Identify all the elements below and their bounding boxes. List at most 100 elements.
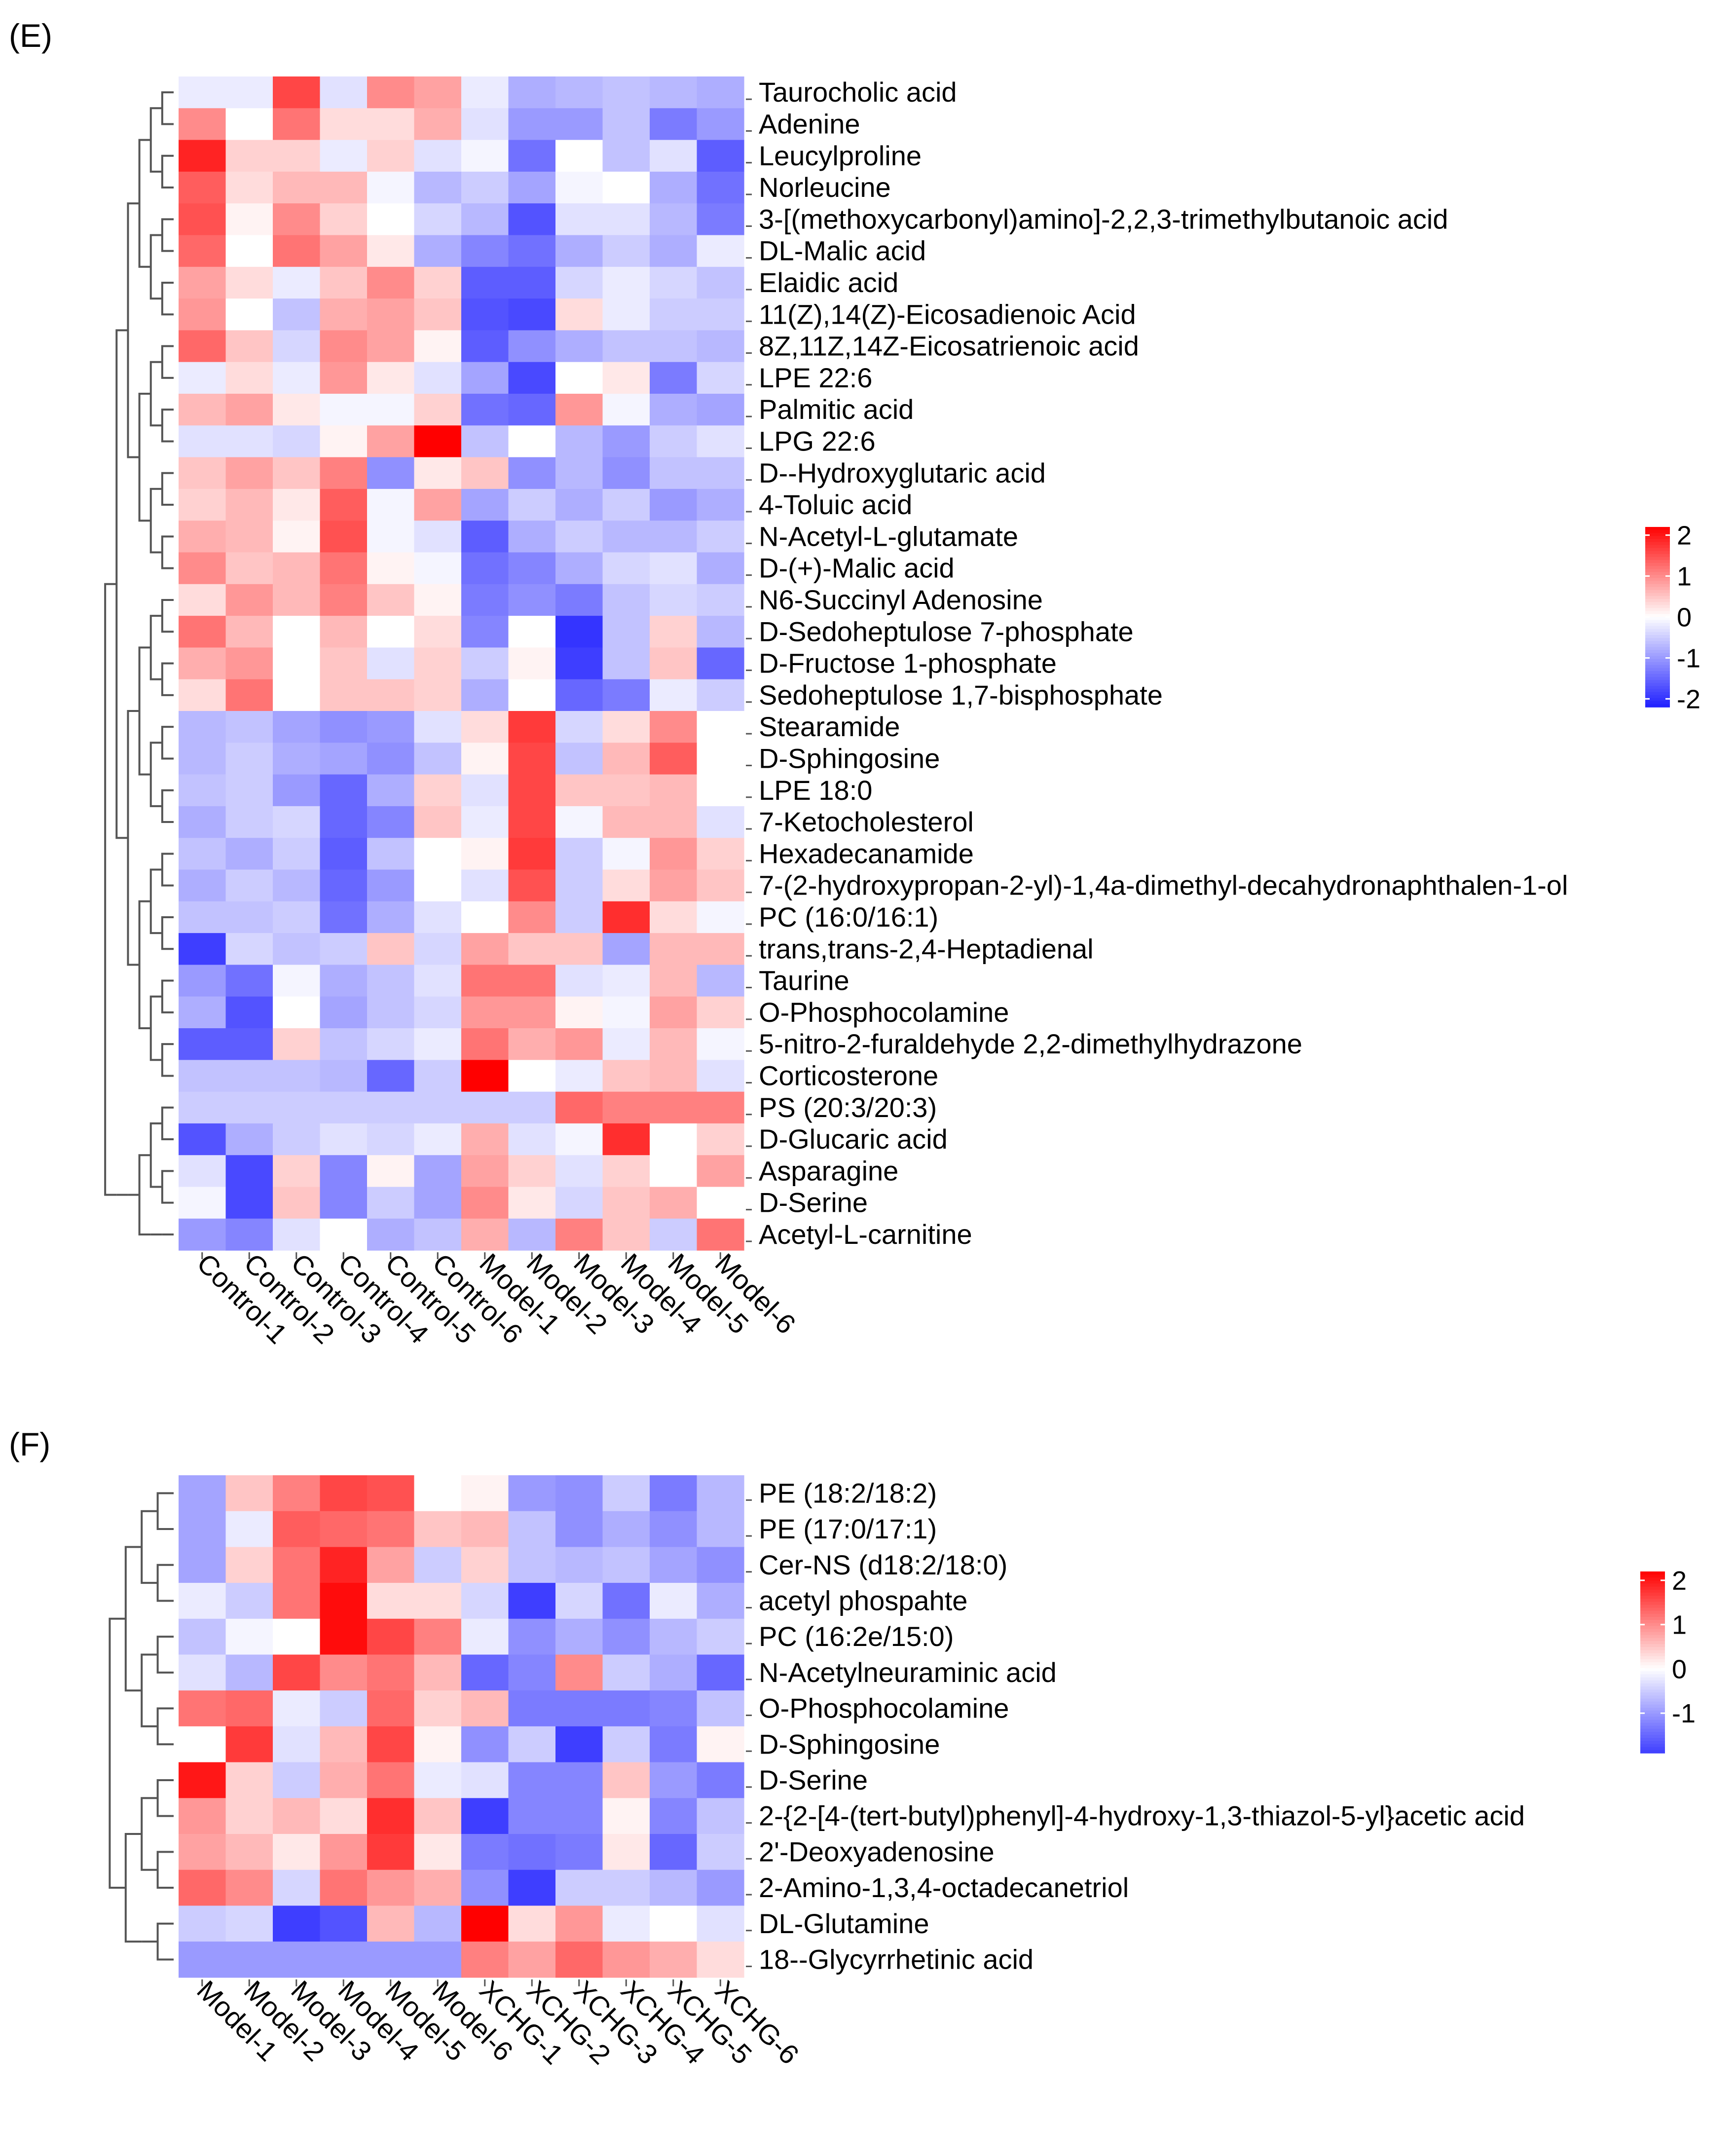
heatmap-cell — [225, 711, 273, 743]
heatmap-cell — [273, 901, 321, 934]
heatmap-cell — [320, 1060, 368, 1092]
legend-gradient-step — [1645, 632, 1670, 635]
legend-gradient-step — [1645, 572, 1670, 576]
heatmap-cell — [602, 1905, 650, 1942]
heatmap-cell — [555, 1654, 603, 1691]
row-label: O-Phosphocolamine — [759, 1693, 1009, 1724]
heatmap-cell — [320, 1726, 368, 1763]
heatmap-cell — [367, 1834, 415, 1870]
heatmap-cell — [461, 1726, 509, 1763]
row-label: Adenine — [759, 108, 860, 139]
heatmap-cell — [508, 362, 556, 394]
heatmap-cell — [602, 1654, 650, 1691]
legend-gradient-step — [1640, 1635, 1665, 1639]
heatmap-cell — [179, 965, 226, 997]
heatmap-cell — [225, 1547, 273, 1583]
heatmap-cell — [508, 1942, 556, 1978]
heatmap-cell — [461, 299, 509, 331]
heatmap-cell — [225, 330, 273, 363]
dendrogram-branch — [124, 1546, 142, 1692]
legend-gradient-step — [1640, 1613, 1665, 1617]
heatmap-cell — [320, 1475, 368, 1512]
row-label: Acetyl-L-carnitine — [759, 1219, 972, 1250]
heatmap-cell — [650, 806, 698, 838]
dendrogram-branch — [161, 853, 174, 887]
heatmap-cell — [367, 711, 415, 743]
heatmap-cell — [602, 1028, 650, 1060]
heatmap-cell — [697, 425, 744, 458]
heatmap-cell — [461, 806, 509, 838]
heatmap-cell — [273, 521, 321, 553]
heatmap-cell — [273, 647, 321, 680]
heatmap-cell — [273, 488, 321, 521]
heatmap-cell — [602, 266, 650, 299]
heatmap-cell — [320, 1618, 368, 1655]
heatmap-cell — [555, 76, 603, 109]
heatmap-cell — [367, 1798, 415, 1834]
heatmap-cell — [508, 584, 556, 616]
heatmap-cell — [650, 1583, 698, 1619]
heatmap-cell — [650, 584, 698, 616]
heatmap-cell — [414, 1511, 462, 1547]
heatmap-cell — [320, 1028, 368, 1060]
heatmap-cell — [650, 1798, 698, 1834]
heatmap-cell — [602, 711, 650, 743]
legend-gradient-step — [1640, 1592, 1665, 1596]
legend-gradient-step — [1640, 1586, 1665, 1590]
heatmap-cell — [320, 838, 368, 870]
row-label: D-Fructose 1-phosphate — [759, 648, 1057, 679]
heatmap-cell — [179, 171, 226, 204]
heatmap-cell — [367, 1060, 415, 1092]
legend-tick-label: 0 — [1677, 603, 1692, 633]
heatmap-cell — [367, 552, 415, 585]
heatmap-cell — [602, 1726, 650, 1763]
heatmap-cell — [273, 1123, 321, 1156]
heatmap-cell — [602, 299, 650, 331]
heatmap-cell — [508, 901, 556, 934]
heatmap-cell — [650, 1905, 698, 1942]
legend-tick-label: 1 — [1672, 1610, 1687, 1640]
heatmap-cell — [414, 806, 462, 838]
heatmap-cell — [461, 1583, 509, 1619]
heatmap-cell — [650, 203, 698, 236]
heatmap-cell — [555, 1905, 603, 1942]
heatmap-cell — [367, 1583, 415, 1619]
heatmap-cell — [414, 1762, 462, 1798]
heatmap-cell — [179, 774, 226, 807]
heatmap-cell — [650, 1547, 698, 1583]
legend-gradient-step — [1640, 1680, 1665, 1684]
heatmap-cell — [273, 235, 321, 267]
legend-gradient-step — [1640, 1641, 1665, 1644]
heatmap-cell — [461, 711, 509, 743]
heatmap-cell — [414, 838, 462, 870]
heatmap-cell — [508, 108, 556, 141]
legend-gradient-step — [1640, 1698, 1665, 1702]
heatmap-cell — [225, 647, 273, 680]
heatmap-cell — [320, 235, 368, 267]
heatmap-cell — [650, 1690, 698, 1727]
legend-gradient-step — [1640, 1747, 1665, 1751]
legend-gradient-step — [1645, 677, 1670, 681]
row-label: N-Acetylneuraminic acid — [759, 1657, 1057, 1688]
heatmap-cell — [697, 869, 744, 902]
heatmap-cell — [225, 1654, 273, 1691]
heatmap-cell — [414, 1155, 462, 1188]
heatmap-cell — [555, 1762, 603, 1798]
heatmap-cell — [602, 203, 650, 236]
heatmap-cell — [602, 965, 650, 997]
heatmap-cell — [555, 965, 603, 997]
legend-gradient-step — [1645, 527, 1670, 530]
heatmap-cell — [697, 616, 744, 648]
heatmap-cell — [461, 901, 509, 934]
legend-gradient-step — [1640, 1571, 1665, 1575]
row-label: 7-Ketocholesterol — [759, 806, 974, 837]
legend-gradient-step — [1640, 1717, 1665, 1720]
heatmap-cell — [273, 203, 321, 236]
heatmap-cell — [179, 1123, 226, 1156]
heatmap-cell — [225, 203, 273, 236]
heatmap-cell — [697, 299, 744, 331]
heatmap-cell — [650, 647, 698, 680]
heatmap-cell — [461, 76, 509, 109]
heatmap-cell — [508, 1905, 556, 1942]
heatmap-cell — [697, 584, 744, 616]
